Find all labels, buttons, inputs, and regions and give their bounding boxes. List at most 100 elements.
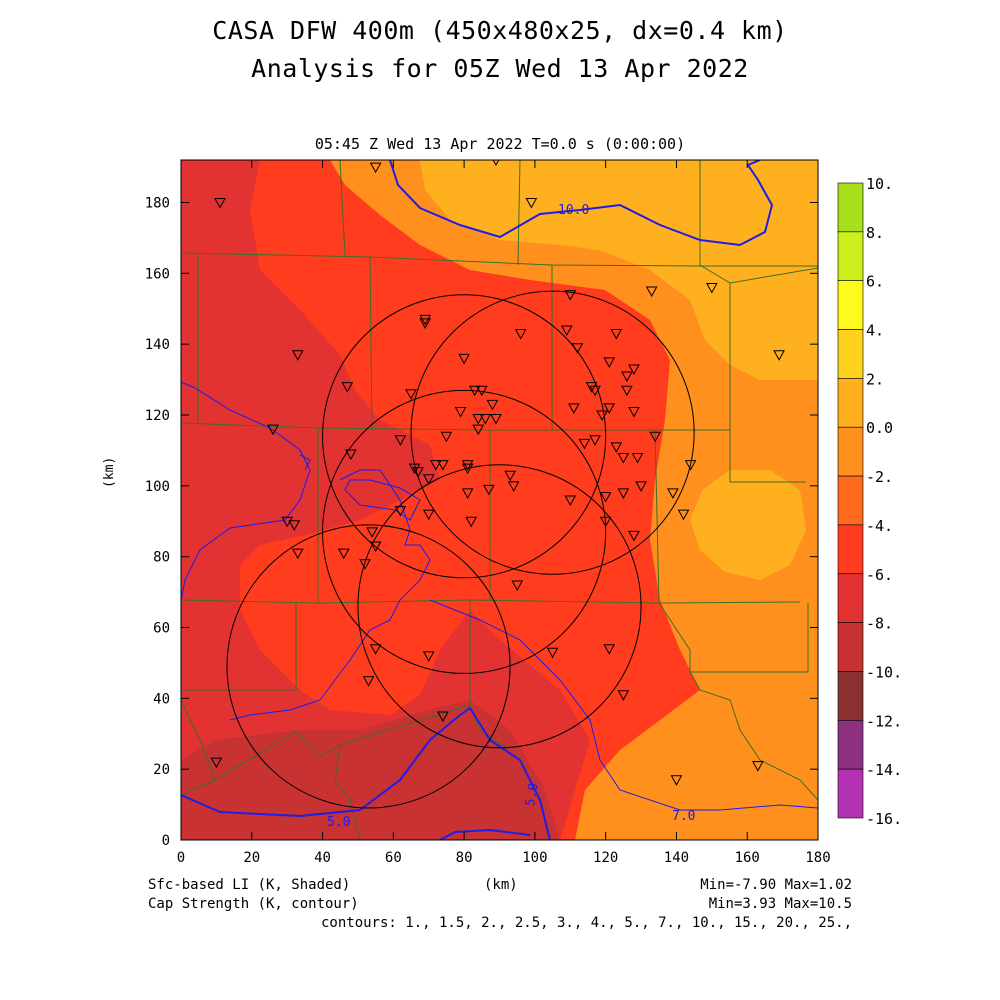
colorbar-label: 8.	[866, 224, 884, 242]
y-tick-label: 0	[162, 833, 170, 849]
station-marker	[645, 286, 658, 298]
station-marker	[369, 162, 382, 174]
contour-field-label: Cap Strength (K, contour)	[148, 896, 359, 912]
station-marker	[631, 453, 644, 464]
contour-label-5-b: 5.0	[327, 815, 350, 830]
contour-5-bottom	[439, 828, 531, 840]
x-tick-label: 160	[735, 850, 760, 866]
colorbar-swatch	[837, 426, 864, 477]
y-tick-label: 120	[145, 408, 170, 424]
station-marker	[546, 647, 559, 659]
station-marker	[369, 644, 382, 655]
county-boundaries	[181, 160, 818, 840]
station-marker	[337, 548, 350, 560]
station-marker	[617, 453, 630, 464]
shaded-range-label: Min=-7.90 Max=1.02	[700, 877, 852, 893]
contour-labels: 10.0 5.0 5.0 7.0	[327, 203, 695, 830]
station-marker	[670, 775, 683, 786]
contour-label-5-a: 5.0	[523, 782, 542, 808]
colorbar-label: 4.	[866, 322, 884, 340]
radar-ring	[322, 389, 607, 674]
map-plot-area: 10.0 5.0 5.0 7.0	[181, 160, 818, 840]
station-marker	[585, 382, 598, 393]
contour-range-label: Min=3.93 Max=10.5	[708, 896, 852, 912]
station-marker	[210, 757, 223, 769]
x-tick-label: 180	[805, 850, 830, 866]
colorbar-swatch	[837, 622, 864, 672]
station-marker	[288, 520, 301, 531]
station-marker	[479, 414, 492, 425]
colorbar-label: -10.	[866, 663, 902, 681]
station-marker	[649, 431, 662, 443]
station-marker	[667, 488, 679, 499]
colorbar-label: -12.	[866, 712, 902, 730]
colorbar-label: -6.	[866, 566, 893, 584]
station-marker	[490, 414, 502, 425]
station-marker	[705, 283, 718, 294]
station-marker	[422, 651, 435, 662]
station-marker	[461, 463, 474, 475]
plot-frame	[180, 159, 819, 841]
li-shade-0-to-2-east	[690, 470, 806, 580]
colorbar-swatch	[837, 280, 864, 330]
colorbar-label: -8.	[866, 615, 893, 633]
station-marker	[635, 481, 647, 492]
station-marker	[419, 314, 432, 326]
station-marker	[589, 435, 601, 446]
station-marker	[567, 403, 580, 414]
station-marker	[511, 580, 524, 592]
contour-10	[389, 160, 774, 247]
station-marker	[677, 509, 690, 521]
station-marker	[475, 385, 488, 397]
station-marker	[610, 442, 623, 453]
station-marker	[369, 541, 382, 553]
station-marker	[341, 382, 354, 393]
station-marker	[472, 414, 485, 425]
li-shade-m4-to-m2-south	[255, 540, 450, 695]
station-marker	[564, 290, 577, 301]
contour-5-inner	[229, 469, 431, 721]
station-marker	[465, 516, 478, 528]
colorbar-swatch	[837, 329, 864, 379]
cap-strength-contours	[181, 160, 818, 840]
station-marker	[366, 527, 378, 538]
station-marker	[610, 329, 623, 340]
radar-ring	[226, 524, 511, 809]
station-marker	[589, 385, 601, 397]
shaded-field-label: Sfc-based LI (K, Shaded)	[148, 877, 351, 893]
contour-label-7: 7.0	[672, 809, 695, 824]
x-axis: 0 20 40 60 80 100 120 140 160 180	[177, 160, 831, 866]
y-tick-label: 180	[145, 196, 170, 212]
colorbar-swatch	[837, 573, 864, 623]
y-tick-label: 40	[153, 691, 170, 707]
x-tick-label: 40	[314, 850, 331, 866]
colorbar-swatch	[837, 182, 864, 233]
station-marker	[267, 424, 279, 436]
radar-ring	[357, 464, 642, 749]
station-marker	[422, 474, 435, 485]
station-marker	[440, 431, 453, 443]
station-marker	[773, 350, 785, 361]
station-marker	[617, 690, 630, 701]
radar-ring	[322, 294, 607, 579]
station-marker	[214, 198, 226, 209]
station-marker	[596, 410, 608, 422]
station-marker	[514, 329, 527, 340]
station-marker	[419, 318, 432, 329]
station-marker	[345, 449, 357, 460]
y-axis: 0 20 40 60 80 100 120 140 160 180	[145, 196, 818, 849]
colorbar-label: 6.	[866, 273, 884, 291]
station-markers	[210, 160, 785, 786]
y-tick-label: 80	[153, 550, 170, 566]
station-marker	[483, 484, 495, 496]
x-tick-label: 80	[456, 850, 473, 866]
contour-levels-label: contours: 1., 1.5, 2., 2.5, 3., 4., 5., …	[320, 915, 852, 931]
y-tick-label: 140	[145, 337, 170, 353]
chart-subtitle: Analysis for 05Z Wed 13 Apr 2022	[251, 54, 749, 83]
colorbar: 10. 8. 6. 4. 2. 0.0 -2. -4. -6. -8. -10. -12. -14. -1…	[837, 175, 902, 828]
station-marker	[628, 364, 640, 375]
x-tick-label: 20	[243, 850, 260, 866]
chart-title: CASA DFW 400m (450x480x25, dx=0.4 km)	[212, 16, 788, 45]
x-tick-label: 120	[593, 850, 618, 866]
